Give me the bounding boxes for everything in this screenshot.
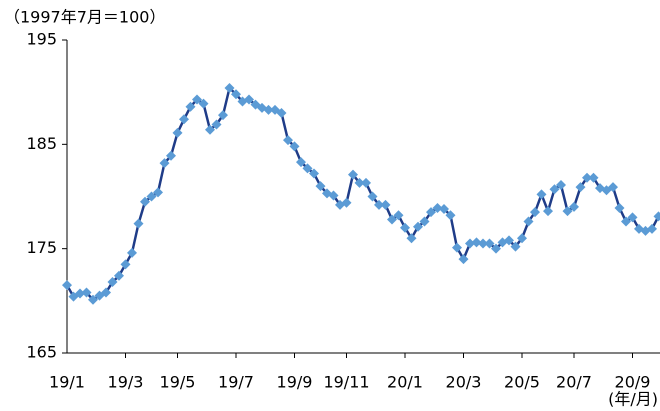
marker [315,181,326,192]
marker [439,204,449,215]
marker [159,158,170,169]
marker [569,201,579,212]
marker [133,218,144,229]
marker [205,124,215,135]
x-tick-label: 20/7 [556,373,592,392]
marker [510,241,521,252]
marker [608,182,618,193]
x-tick-label: 20/9 [615,373,651,392]
marker [62,280,72,291]
marker [75,288,85,299]
marker [400,222,410,233]
marker [523,216,534,227]
axis-unit: (年/月) [608,390,658,409]
marker [445,210,456,221]
x-tick-label: 20/3 [446,373,482,392]
marker [471,237,482,248]
marker [582,172,592,183]
marker [530,207,540,218]
marker [647,223,657,234]
marker [426,207,436,218]
marker [478,238,488,249]
marker [653,211,660,222]
marker [465,238,475,249]
marker [413,221,423,232]
marker [328,190,339,201]
marker [361,177,371,188]
marker [146,191,157,202]
marker [562,206,573,217]
marker [549,184,560,195]
plot-area [62,82,660,305]
marker [263,104,274,115]
marker [172,127,183,138]
marker [484,238,495,249]
marker [218,110,228,121]
y-tick-label: 165 [26,343,57,362]
x-tick-label: 20/1 [387,373,423,392]
marker [101,287,111,298]
marker [127,247,137,258]
x-tick-label: 19/7 [218,373,254,392]
marker [536,189,547,200]
x-tick-label: 19/11 [323,373,369,392]
x-tick-label: 20/5 [504,373,540,392]
marker [283,135,293,146]
y-tick-label: 175 [26,238,57,257]
marker [302,163,313,174]
marker [341,197,352,208]
marker [296,157,306,168]
marker [406,233,417,244]
marker [419,216,430,227]
marker [81,287,92,298]
marker [588,172,599,183]
marker [627,212,638,223]
marker [140,196,150,207]
x-tick-label: 19/1 [49,373,85,392]
marker [458,254,469,265]
marker [192,94,202,105]
marker [244,94,254,105]
marker [289,141,300,152]
y-tick-label: 185 [26,134,57,153]
marker [556,180,566,191]
marker [179,114,189,125]
marker [166,150,176,161]
marker [517,233,527,244]
marker [393,210,404,221]
marker [309,168,319,179]
unit-note: （1997年7月＝100） [4,8,165,27]
marker [614,202,625,213]
marker [348,169,358,180]
marker [367,191,378,202]
marker [504,235,514,246]
marker [224,82,235,93]
marker [374,199,384,210]
marker [211,119,222,130]
marker [114,270,124,281]
x-tick-label: 19/5 [160,373,196,392]
marker [354,177,365,188]
marker [452,242,462,253]
marker [276,108,287,119]
marker [88,294,98,305]
marker [575,182,586,193]
marker [387,214,397,225]
marker [198,98,209,109]
x-tick-label: 19/9 [277,373,313,392]
marker [380,199,391,210]
marker [231,89,241,100]
marker [621,216,631,227]
x-tick-label: 19/3 [108,373,144,392]
marker [185,101,196,112]
marker [432,202,443,213]
marker [543,206,553,217]
marker [120,259,131,270]
marker [491,243,501,254]
y-tick-label: 195 [26,30,57,49]
marker [107,277,118,288]
marker [153,187,163,198]
